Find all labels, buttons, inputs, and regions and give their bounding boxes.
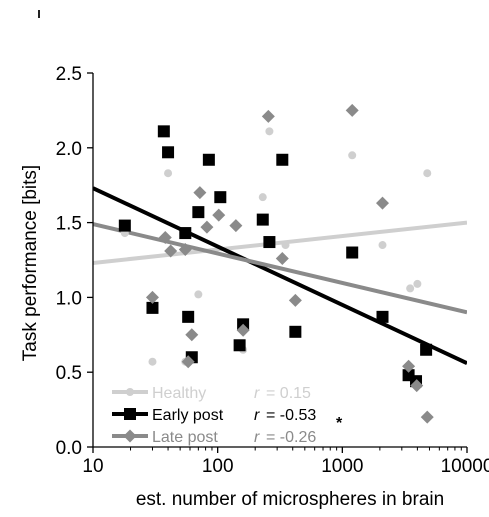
legend: Healthy r = 0.15 Early post r = -0.53 * Late po…	[112, 385, 343, 446]
point-early-post-7	[192, 206, 205, 219]
point-healthy-4	[194, 290, 203, 299]
y-tick-label-3: 1.5	[56, 214, 82, 235]
point-late-post-15	[376, 196, 390, 210]
point-late-post-1	[158, 231, 172, 245]
legend-r-value-late-post: = -0.26	[266, 429, 316, 446]
legend-label-late-post: Late post	[152, 429, 218, 446]
point-early-post-15	[289, 325, 302, 338]
legend-label-healthy: Healthy	[152, 385, 206, 402]
point-healthy-7	[265, 127, 274, 136]
y-tick-label-4: 2.0	[56, 139, 82, 160]
y-tick-label-1: 0.5	[56, 363, 82, 384]
point-late-post-3	[178, 243, 192, 257]
point-healthy-12	[413, 279, 422, 288]
point-healthy-11	[406, 284, 415, 293]
point-healthy-10	[378, 241, 387, 250]
legend-r-label-early-post: r	[254, 407, 260, 424]
point-early-post-8	[202, 153, 215, 166]
point-early-post-3	[162, 146, 175, 159]
point-early-post-2	[157, 125, 170, 138]
point-late-post-11	[261, 109, 275, 123]
x-tick-label-3: 10000	[441, 456, 489, 477]
point-early-post-10	[233, 339, 246, 352]
point-healthy-8	[281, 241, 290, 250]
point-early-post-9	[214, 191, 227, 204]
point-early-post-12	[256, 213, 269, 226]
point-early-post-14	[276, 153, 289, 166]
point-late-post-10	[236, 323, 250, 337]
point-late-post-4	[181, 355, 195, 369]
point-late-post-5	[185, 328, 199, 342]
y-tick-label-2: 1.0	[56, 288, 82, 309]
y-tick-label-5: 2.5	[56, 64, 82, 85]
point-early-post-13	[263, 236, 276, 249]
point-late-post-9	[229, 219, 243, 233]
x-tick-label-2: 1000	[321, 456, 363, 477]
point-healthy-13	[423, 169, 432, 178]
point-healthy-9	[348, 151, 357, 160]
point-early-post-5	[182, 310, 195, 323]
point-late-post-13	[288, 293, 302, 307]
point-late-post-2	[164, 244, 178, 258]
legend-r-value-early-post: = -0.53	[266, 407, 316, 424]
corner-tick-mark	[38, 10, 40, 18]
point-late-post-17	[410, 379, 424, 393]
y-tick-label-0: 0.0	[56, 438, 82, 459]
legend-r-value-healthy: = 0.15	[266, 385, 311, 402]
point-healthy-2	[164, 169, 173, 178]
point-early-post-16	[346, 246, 359, 259]
fit-line-early-post	[93, 186, 467, 366]
point-healthy-1	[148, 357, 157, 366]
fit-lines	[93, 186, 467, 366]
point-healthy-6	[258, 193, 267, 202]
point-early-post-0	[118, 219, 131, 232]
legend-marker-healthy	[126, 388, 134, 396]
point-early-post-17	[376, 310, 389, 323]
x-tick-label-0: 10	[82, 456, 103, 477]
point-early-post-4	[179, 227, 192, 240]
fit-line-healthy	[93, 220, 467, 265]
legend-marker-early-post	[124, 408, 136, 420]
legend-r-label-late-post: r	[254, 429, 260, 446]
legend-marker-late-post	[123, 429, 137, 443]
axes: 0.0 0.5 1.0 1.5 2.0 2.5 10 100 1000 10000 est. num…	[20, 64, 489, 510]
point-late-post-18	[420, 410, 434, 424]
point-late-post-16	[402, 359, 416, 373]
point-early-post-20	[420, 343, 433, 356]
x-axis-label: est. number of microspheres in brain	[136, 489, 444, 510]
point-late-post-14	[345, 103, 359, 117]
fit-line-late-post	[93, 222, 467, 315]
y-axis-label: Task performance [bits]	[20, 165, 41, 361]
point-late-post-8	[212, 208, 226, 222]
point-late-post-0	[145, 290, 159, 304]
point-early-post-1	[146, 301, 159, 314]
legend-r-label-healthy: r	[254, 385, 260, 402]
point-late-post-6	[193, 186, 207, 200]
point-late-post-12	[275, 252, 289, 266]
x-tick-label-1: 100	[202, 456, 234, 477]
data-points	[118, 103, 434, 424]
legend-label-early-post: Early post	[152, 407, 224, 424]
legend-significance-early-post: *	[336, 415, 343, 432]
point-late-post-7	[200, 220, 214, 234]
